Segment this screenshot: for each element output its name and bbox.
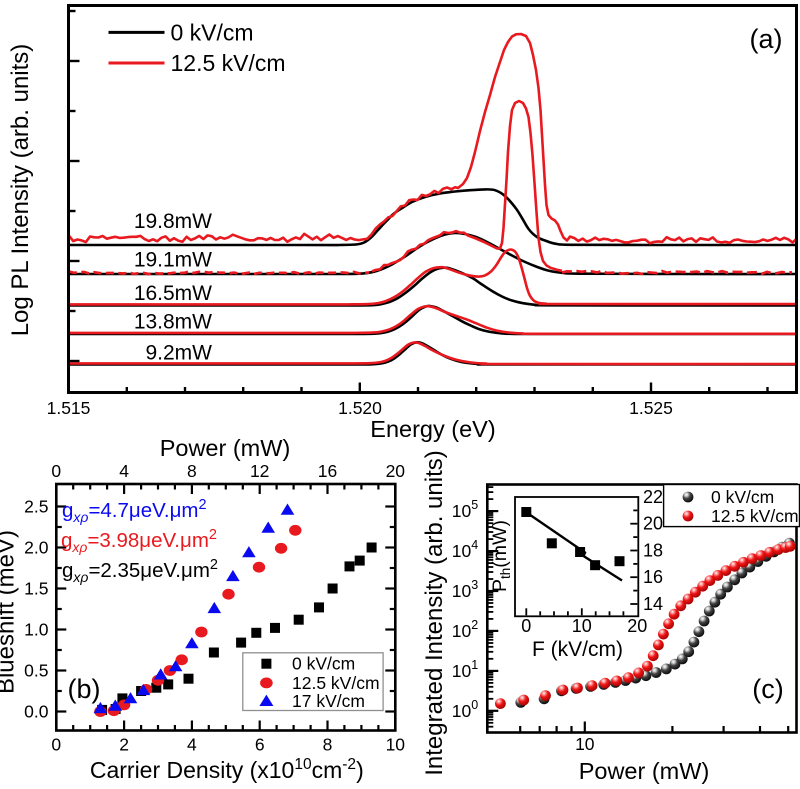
svg-text:F (kV/cm): F (kV/cm) <box>532 638 623 661</box>
svg-text:13.8mW: 13.8mW <box>134 311 212 334</box>
svg-text:0.5: 0.5 <box>24 661 48 681</box>
svg-text:2: 2 <box>119 735 129 755</box>
svg-text:20: 20 <box>627 616 647 636</box>
svg-text:Energy (eV): Energy (eV) <box>370 416 495 442</box>
svg-text:2.5: 2.5 <box>24 497 48 517</box>
svg-text:12: 12 <box>250 461 269 481</box>
svg-text:2.0: 2.0 <box>24 538 49 558</box>
svg-text:12.5 kV/cm: 12.5 kV/cm <box>711 506 799 526</box>
svg-text:16: 16 <box>643 567 663 587</box>
svg-text:10: 10 <box>386 735 406 755</box>
svg-text:0.0: 0.0 <box>24 702 49 722</box>
svg-text:0 kV/cm: 0 kV/cm <box>171 20 254 46</box>
svg-text:(a): (a) <box>750 24 783 54</box>
svg-text:0: 0 <box>51 735 61 755</box>
svg-text:0: 0 <box>51 461 61 481</box>
svg-text:1.5: 1.5 <box>24 579 48 599</box>
svg-text:0: 0 <box>521 616 531 636</box>
svg-text:6: 6 <box>255 735 265 755</box>
svg-text:Integrated Intensity (arb. uni: Integrated Intensity (arb. units) <box>421 450 448 776</box>
svg-text:1.520: 1.520 <box>338 398 382 418</box>
svg-text:4: 4 <box>187 735 197 755</box>
svg-text:9.2mW: 9.2mW <box>145 341 212 364</box>
svg-text:Log PL Intensity (arb. units): Log PL Intensity (arb. units) <box>7 44 34 337</box>
svg-text:Power (mW): Power (mW) <box>579 758 710 784</box>
svg-text:14: 14 <box>643 594 663 614</box>
svg-text:gxρ=2.35μeV.μm2: gxρ=2.35μeV.μm2 <box>62 557 218 585</box>
svg-text:Blueshift (meV): Blueshift (meV) <box>0 530 20 694</box>
svg-text:Pth(mW): Pth(mW) <box>489 520 513 592</box>
svg-text:10: 10 <box>572 616 592 636</box>
svg-text:0 kV/cm: 0 kV/cm <box>711 487 774 507</box>
svg-text:(c): (c) <box>752 674 783 704</box>
svg-text:Power (mW): Power (mW) <box>160 435 291 461</box>
svg-text:16: 16 <box>318 461 337 481</box>
svg-text:22: 22 <box>643 487 663 507</box>
svg-text:8: 8 <box>323 735 333 755</box>
svg-text:8: 8 <box>187 461 197 481</box>
svg-text:18: 18 <box>643 541 663 561</box>
svg-text:19.1mW: 19.1mW <box>134 249 212 272</box>
svg-text:1.515: 1.515 <box>47 398 91 418</box>
svg-text:0 kV/cm: 0 kV/cm <box>292 654 355 674</box>
svg-text:1.525: 1.525 <box>629 398 673 418</box>
svg-text:17 kV/cm: 17 kV/cm <box>292 691 365 711</box>
svg-text:19.8mW: 19.8mW <box>134 210 212 233</box>
svg-text:16.5mW: 16.5mW <box>134 282 212 305</box>
svg-text:20: 20 <box>643 514 663 534</box>
svg-text:12.5 kV/cm: 12.5 kV/cm <box>171 50 286 76</box>
svg-text:gxρ=3.98μeV.μm2: gxρ=3.98μeV.μm2 <box>61 527 217 555</box>
svg-text:(b): (b) <box>68 674 101 704</box>
svg-text:10: 10 <box>575 734 595 754</box>
svg-text:Carrier Density (x1010cm-2): Carrier Density (x1010cm-2) <box>90 756 364 783</box>
svg-text:4: 4 <box>119 461 129 481</box>
svg-text:12.5 kV/cm: 12.5 kV/cm <box>292 673 380 693</box>
svg-text:1.0: 1.0 <box>24 620 49 640</box>
svg-text:20: 20 <box>386 461 406 481</box>
